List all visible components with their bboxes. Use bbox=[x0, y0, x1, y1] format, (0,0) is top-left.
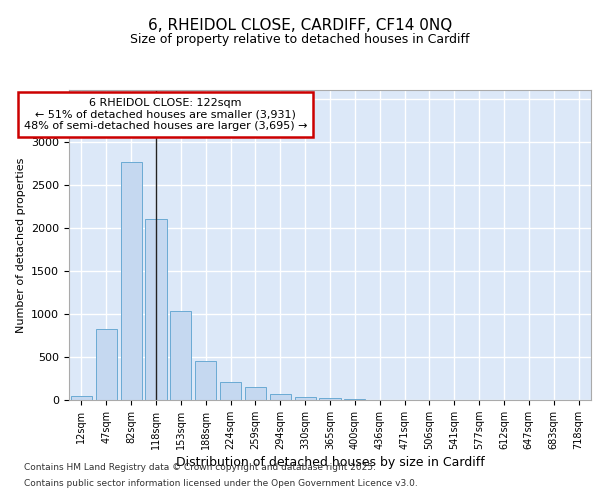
Bar bbox=[220, 382, 241, 400]
Text: Contains public sector information licensed under the Open Government Licence v3: Contains public sector information licen… bbox=[24, 478, 418, 488]
Bar bbox=[145, 219, 167, 400]
X-axis label: Distribution of detached houses by size in Cardiff: Distribution of detached houses by size … bbox=[176, 456, 484, 469]
Bar bbox=[344, 398, 365, 400]
Text: Contains HM Land Registry data © Crown copyright and database right 2025.: Contains HM Land Registry data © Crown c… bbox=[24, 464, 376, 472]
Bar bbox=[195, 361, 216, 400]
Y-axis label: Number of detached properties: Number of detached properties bbox=[16, 158, 26, 332]
Bar bbox=[71, 396, 92, 400]
Bar bbox=[96, 328, 117, 400]
Bar bbox=[319, 398, 341, 400]
Text: 6 RHEIDOL CLOSE: 122sqm
← 51% of detached houses are smaller (3,931)
48% of semi: 6 RHEIDOL CLOSE: 122sqm ← 51% of detache… bbox=[24, 98, 307, 131]
Bar bbox=[295, 396, 316, 400]
Bar bbox=[270, 394, 291, 400]
Bar bbox=[245, 387, 266, 400]
Bar bbox=[170, 312, 191, 400]
Text: Size of property relative to detached houses in Cardiff: Size of property relative to detached ho… bbox=[130, 32, 470, 46]
Bar bbox=[121, 162, 142, 400]
Text: 6, RHEIDOL CLOSE, CARDIFF, CF14 0NQ: 6, RHEIDOL CLOSE, CARDIFF, CF14 0NQ bbox=[148, 18, 452, 32]
